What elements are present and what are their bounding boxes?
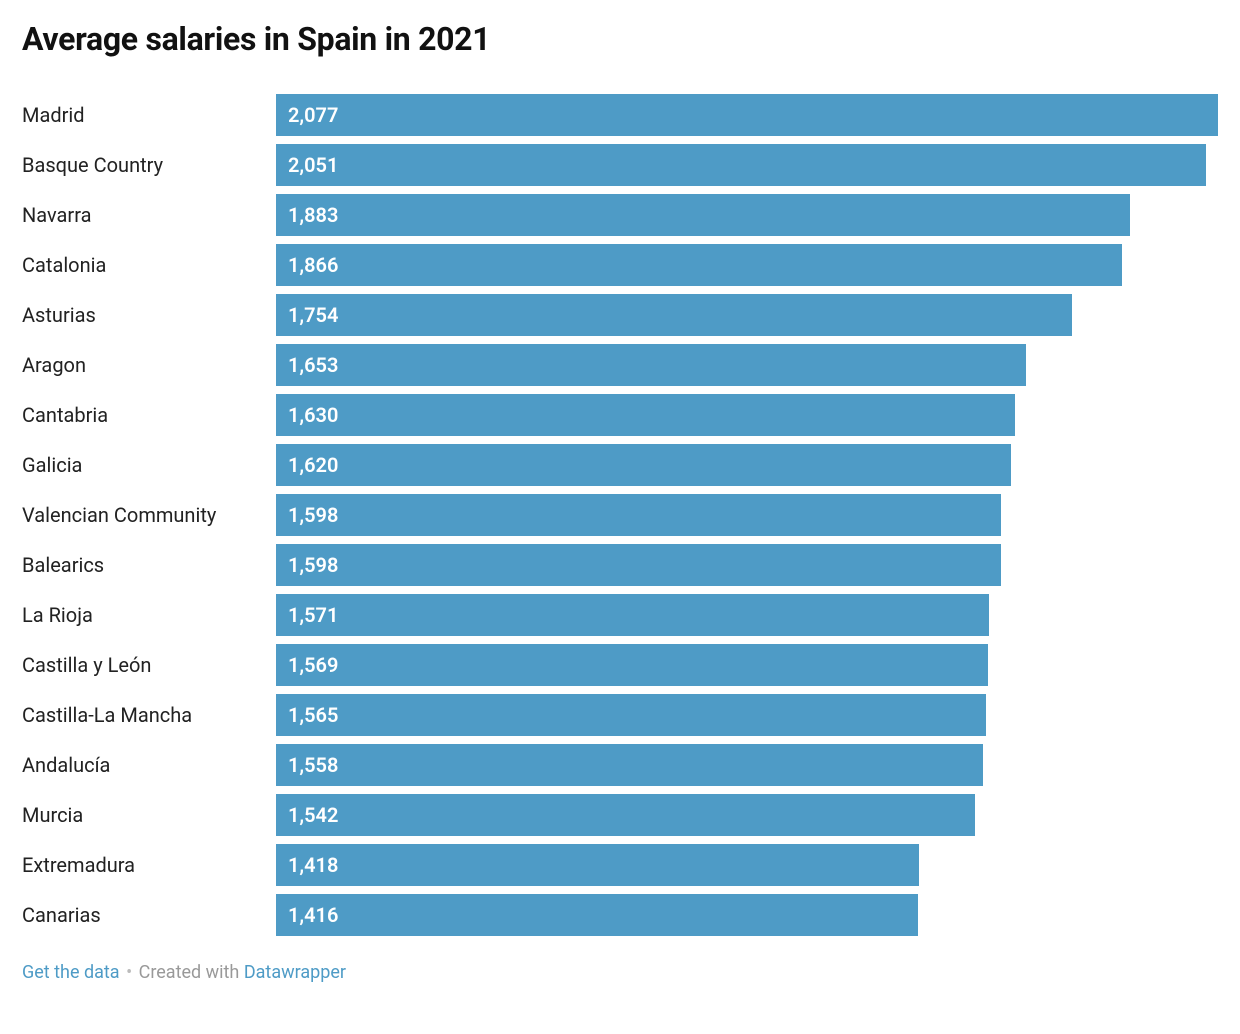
bar-row: Madrid 2,077: [22, 94, 1218, 136]
bar: 1,883: [276, 194, 1130, 236]
bar-row: Catalonia 1,866: [22, 244, 1218, 286]
bar-label: Cantabria: [22, 403, 276, 427]
bar-track: 1,866: [276, 244, 1218, 286]
bar: 1,598: [276, 494, 1001, 536]
bar-label: Canarias: [22, 903, 276, 927]
bar-label: Castilla y León: [22, 653, 276, 677]
bar: 1,569: [276, 644, 988, 686]
bar-value: 1,653: [288, 353, 338, 377]
bar-track: 1,883: [276, 194, 1218, 236]
bar: 1,598: [276, 544, 1001, 586]
created-with-label: Created with: [139, 962, 240, 983]
bar: 1,571: [276, 594, 989, 636]
bar-value: 1,416: [288, 903, 338, 927]
bar-track: 1,558: [276, 744, 1218, 786]
bar: 2,077: [276, 94, 1218, 136]
bar-value: 1,569: [288, 653, 338, 677]
bar: 1,542: [276, 794, 975, 836]
bar-value: 2,051: [288, 153, 338, 177]
bar-value: 2,077: [288, 103, 338, 127]
bar-row: Balearics 1,598: [22, 544, 1218, 586]
bar-row: Valencian Community 1,598: [22, 494, 1218, 536]
bar-label: Catalonia: [22, 253, 276, 277]
bar-row: Aragon 1,653: [22, 344, 1218, 386]
bar-row: Navarra 1,883: [22, 194, 1218, 236]
bar: 1,754: [276, 294, 1072, 336]
bar-track: 1,569: [276, 644, 1218, 686]
bar: 1,620: [276, 444, 1011, 486]
bar-track: 1,653: [276, 344, 1218, 386]
bar-value: 1,565: [288, 703, 338, 727]
bar-track: 2,077: [276, 94, 1218, 136]
bar-value: 1,883: [288, 203, 338, 227]
bar-rows: Madrid 2,077 Basque Country 2,051 Navarra 1,8…: [22, 94, 1218, 936]
bar-track: 1,630: [276, 394, 1218, 436]
bar: 1,558: [276, 744, 983, 786]
bar-label: Castilla-La Mancha: [22, 703, 276, 727]
bar: 2,051: [276, 144, 1206, 186]
bar-track: 1,418: [276, 844, 1218, 886]
bar-track: 1,565: [276, 694, 1218, 736]
bar-row: Andalucía 1,558: [22, 744, 1218, 786]
bar-row: Asturias 1,754: [22, 294, 1218, 336]
bar-label: Asturias: [22, 303, 276, 327]
bar-label: Andalucía: [22, 753, 276, 777]
bar-label: Navarra: [22, 203, 276, 227]
chart-footer: Get the data • Created with Datawrapper: [22, 962, 1218, 983]
bar: 1,653: [276, 344, 1026, 386]
bar-value: 1,598: [288, 553, 338, 577]
bar-track: 1,542: [276, 794, 1218, 836]
bar-value: 1,571: [288, 603, 338, 627]
bar: 1,630: [276, 394, 1015, 436]
bar-track: 1,571: [276, 594, 1218, 636]
bar-value: 1,598: [288, 503, 338, 527]
bar-label: Basque Country: [22, 153, 276, 177]
bar-track: 1,598: [276, 494, 1218, 536]
bar-track: 2,051: [276, 144, 1218, 186]
datawrapper-link[interactable]: Datawrapper: [244, 962, 346, 983]
bar-row: Murcia 1,542: [22, 794, 1218, 836]
bar-row: Galicia 1,620: [22, 444, 1218, 486]
bar-label: Madrid: [22, 103, 276, 127]
footer-separator: •: [126, 962, 132, 983]
chart-title: Average salaries in Spain in 2021: [22, 20, 1218, 58]
bar-value: 1,558: [288, 753, 338, 777]
bar-label: La Rioja: [22, 603, 276, 627]
bar-value: 1,542: [288, 803, 338, 827]
bar-track: 1,598: [276, 544, 1218, 586]
bar-row: Castilla-La Mancha 1,565: [22, 694, 1218, 736]
bar-row: Cantabria 1,630: [22, 394, 1218, 436]
bar-row: Basque Country 2,051: [22, 144, 1218, 186]
bar-row: Castilla y León 1,569: [22, 644, 1218, 686]
bar-label: Extremadura: [22, 853, 276, 877]
bar-value: 1,418: [288, 853, 338, 877]
bar-track: 1,754: [276, 294, 1218, 336]
bar-value: 1,754: [288, 303, 338, 327]
bar-label: Galicia: [22, 453, 276, 477]
bar-label: Valencian Community: [22, 503, 276, 527]
bar-row: Canarias 1,416: [22, 894, 1218, 936]
bar-row: Extremadura 1,418: [22, 844, 1218, 886]
bar-value: 1,630: [288, 403, 338, 427]
bar-track: 1,620: [276, 444, 1218, 486]
bar: 1,565: [276, 694, 986, 736]
bar-value: 1,620: [288, 453, 338, 477]
bar: 1,416: [276, 894, 918, 936]
bar: 1,418: [276, 844, 919, 886]
bar-label: Murcia: [22, 803, 276, 827]
bar-value: 1,866: [288, 253, 338, 277]
chart-container: Average salaries in Spain in 2021 Madrid…: [0, 0, 1240, 1003]
bar-label: Balearics: [22, 553, 276, 577]
bar-row: La Rioja 1,571: [22, 594, 1218, 636]
bar-label: Aragon: [22, 353, 276, 377]
bar-track: 1,416: [276, 894, 1218, 936]
bar: 1,866: [276, 244, 1122, 286]
get-data-link[interactable]: Get the data: [22, 962, 120, 983]
